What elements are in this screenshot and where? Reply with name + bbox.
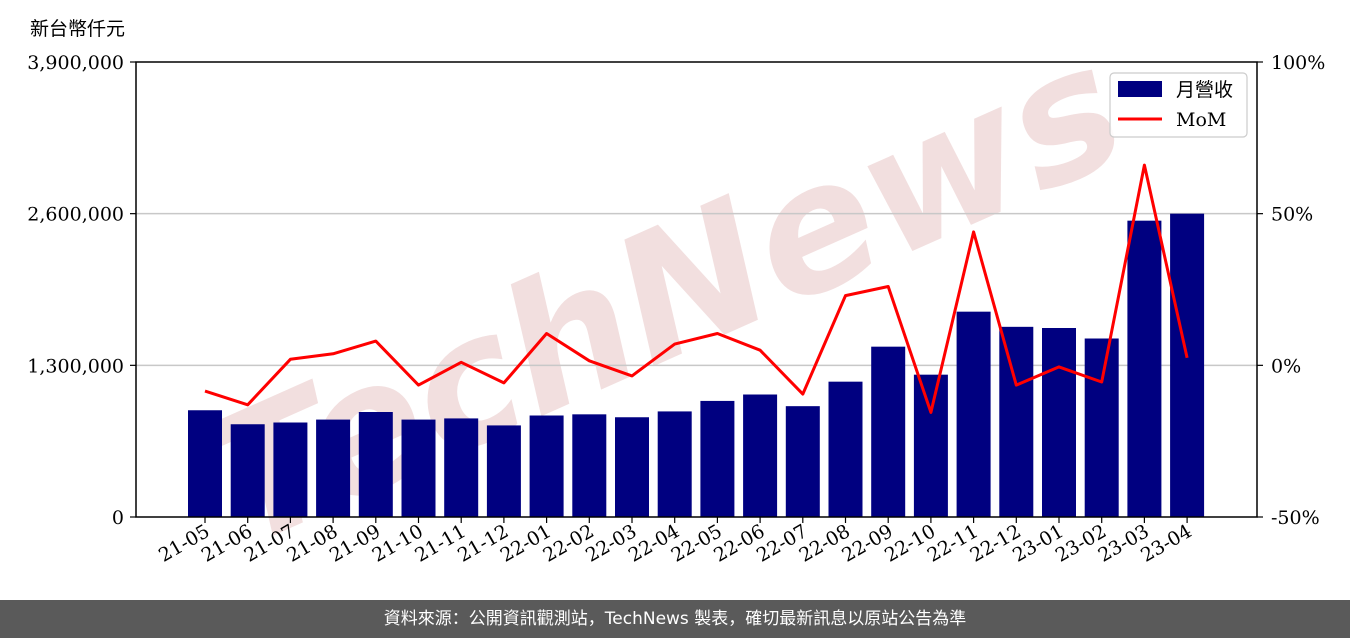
revenue-bar bbox=[401, 419, 436, 517]
revenue-bar bbox=[999, 326, 1034, 517]
revenue-bar bbox=[358, 412, 393, 517]
y-right-tick-label: 100% bbox=[1271, 52, 1325, 74]
mom-line bbox=[204, 163, 1189, 414]
revenue-bar bbox=[1127, 220, 1162, 517]
revenue-bar bbox=[1170, 213, 1205, 517]
y-right-tick-label: 50% bbox=[1271, 204, 1313, 226]
legend-swatch-revenue bbox=[1118, 81, 1162, 97]
revenue-bar bbox=[615, 417, 649, 517]
y-left-tick-label: 2,600,000 bbox=[27, 204, 124, 226]
x-tick-label: 23-04 bbox=[1137, 520, 1195, 566]
revenue-bar bbox=[743, 394, 778, 517]
y-left-tick-label: 3,900,000 bbox=[27, 52, 124, 74]
legend-label-mom: MoM bbox=[1176, 109, 1226, 131]
revenue-bar bbox=[188, 410, 222, 517]
revenue-bar bbox=[444, 418, 479, 517]
revenue-bar bbox=[828, 381, 863, 517]
revenue-bar bbox=[956, 311, 991, 517]
revenue-bar bbox=[1042, 328, 1076, 517]
source-footer: 資料來源：公開資訊觀測站，TechNews 製表，確切最新訊息以原站公告為準 bbox=[0, 600, 1350, 638]
revenue-bar bbox=[871, 346, 906, 517]
revenue-bar bbox=[230, 424, 265, 517]
revenue-bar bbox=[316, 419, 351, 517]
y-right-tick-label: 0% bbox=[1271, 355, 1301, 377]
y-right-tick-label: -50% bbox=[1271, 507, 1320, 529]
revenue-bar bbox=[700, 400, 735, 517]
revenue-bar bbox=[913, 374, 948, 517]
revenue-bar bbox=[1084, 338, 1119, 517]
y-left-tick-label: 1,300,000 bbox=[27, 355, 124, 377]
chart-area: TechNews01,300,0002,600,0003,900,000-50%… bbox=[27, 5, 1325, 587]
revenue-bar bbox=[572, 414, 607, 517]
revenue-bar bbox=[529, 415, 564, 517]
revenue-bar bbox=[657, 411, 692, 517]
plot-frame bbox=[135, 61, 1258, 518]
revenue-bar bbox=[273, 422, 308, 517]
y-axis-unit-label: 新台幣仟元 bbox=[30, 18, 126, 40]
revenue-bar bbox=[785, 406, 820, 517]
legend-label-revenue: 月營收 bbox=[1176, 79, 1233, 101]
revenue-bar bbox=[486, 425, 521, 517]
y-left-tick-label: 0 bbox=[112, 507, 124, 529]
